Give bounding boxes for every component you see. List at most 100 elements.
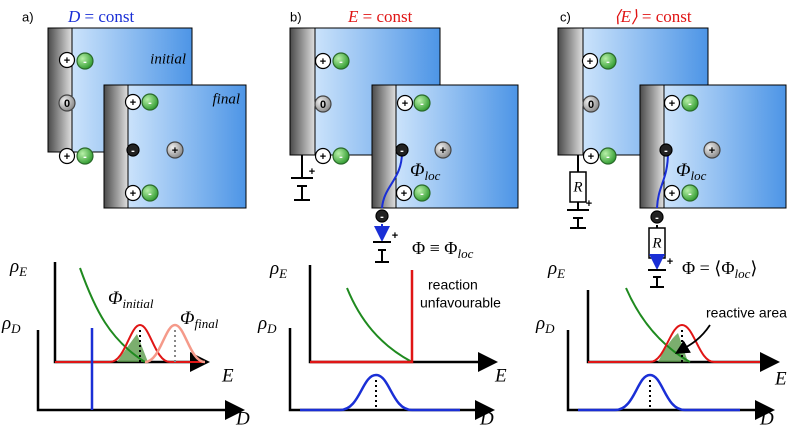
axis-label: D xyxy=(759,408,774,429)
overlap xyxy=(117,334,148,362)
axis-label: ρD xyxy=(535,313,555,336)
battery xyxy=(648,270,666,287)
charge: - xyxy=(376,210,388,223)
charge: + xyxy=(167,142,183,158)
charge: - xyxy=(333,148,349,164)
charge-sign: + xyxy=(130,188,136,200)
charge: - xyxy=(142,185,158,201)
curve xyxy=(347,288,412,362)
rho: ρ xyxy=(535,313,545,334)
charge-sign: + xyxy=(64,151,70,163)
title-rest: = const xyxy=(638,7,692,26)
curve xyxy=(578,375,740,410)
axis-label: ρE xyxy=(547,258,565,281)
rho: ρ xyxy=(269,258,279,279)
electrode xyxy=(558,28,583,155)
rho-sub: E xyxy=(278,266,287,281)
charge: - xyxy=(77,148,93,164)
panel-label: c) xyxy=(560,9,571,24)
charge-sign: - xyxy=(664,145,668,157)
battery-sign: + xyxy=(586,198,592,210)
charge: 0 xyxy=(315,96,331,112)
panel-label: b) xyxy=(290,9,302,24)
phi-sub: final xyxy=(194,316,218,331)
title-rest: = const xyxy=(80,7,134,26)
resistor-label: R xyxy=(572,179,582,195)
rho-sub: D xyxy=(544,321,555,336)
charge-sign: + xyxy=(320,151,326,163)
curve-label: Φfinal xyxy=(180,308,219,331)
charge-sign: + xyxy=(172,145,178,157)
charge: - xyxy=(600,53,616,69)
charge: - xyxy=(682,95,698,111)
charge: + xyxy=(435,142,451,158)
charge: + xyxy=(665,186,680,201)
charge: - xyxy=(414,185,430,201)
axis-label: D xyxy=(479,408,494,429)
rho-sub: D xyxy=(10,321,21,336)
rho: ρ xyxy=(547,258,557,279)
battery-sign: + xyxy=(392,230,398,242)
phi: Φ xyxy=(676,160,690,181)
charge: + xyxy=(397,186,412,201)
panel-title: ⟨E⟩ = const xyxy=(614,7,692,26)
charge-sign: - xyxy=(688,98,692,110)
charge: - xyxy=(651,211,663,224)
charge: - xyxy=(682,185,698,201)
panel-a: a) D = const initial final ρE ρD E D Φin… xyxy=(1,7,250,429)
axis-label: ρD xyxy=(1,313,21,336)
charge-sign: + xyxy=(669,98,675,110)
charge: + xyxy=(584,149,599,164)
title-symbol: E xyxy=(347,7,359,26)
charge: - xyxy=(142,94,158,110)
charge-sign: - xyxy=(606,56,610,68)
charge: - xyxy=(660,144,672,157)
phi-sub: loc xyxy=(424,168,440,183)
charge-sign: + xyxy=(669,188,675,200)
charge: + xyxy=(665,96,680,111)
panel-title: D = const xyxy=(67,7,135,26)
charge-sign: - xyxy=(688,188,692,200)
charge-sign: - xyxy=(131,145,135,157)
charge: 0 xyxy=(59,95,75,111)
charge: - xyxy=(77,53,93,69)
charge-sign: - xyxy=(339,56,343,68)
panel-label: a) xyxy=(22,9,34,24)
phi-sub: loc xyxy=(690,168,706,183)
axis-label: ρD xyxy=(257,313,277,336)
charge: + xyxy=(316,149,331,164)
panel-title: E = const xyxy=(347,7,413,26)
charge-sign: - xyxy=(420,98,424,110)
rho: ρ xyxy=(9,256,19,277)
charge-sign: + xyxy=(440,145,446,157)
phi: Φ xyxy=(180,308,194,329)
phi-sub: initial xyxy=(122,296,153,311)
electrode xyxy=(104,85,128,208)
charge-sign: 0 xyxy=(64,98,70,110)
charge-sign: + xyxy=(709,145,715,157)
electrode xyxy=(372,85,396,208)
charge: + xyxy=(398,96,413,111)
figure: a) D = const initial final ρE ρD E D Φin… xyxy=(0,0,796,429)
title-symbol: ⟨E⟩ xyxy=(614,7,638,26)
charge: + xyxy=(126,95,141,110)
title-rest: = const xyxy=(358,7,412,26)
rho-sub: E xyxy=(556,266,565,281)
equation: Φ ≡ Φloc xyxy=(412,238,474,261)
axis-label: E xyxy=(774,368,787,389)
charge-sign: + xyxy=(587,56,593,68)
rho: ρ xyxy=(257,313,267,334)
axis-label: ρE xyxy=(9,256,27,279)
charge-sign: - xyxy=(655,212,659,224)
charge-sign: - xyxy=(606,151,610,163)
charge-sign: - xyxy=(339,151,343,163)
charge-sign: + xyxy=(64,55,70,67)
annotation: unfavourable xyxy=(420,295,501,311)
rho: ρ xyxy=(1,313,11,334)
charge-sign: 0 xyxy=(320,99,326,111)
equation-sub: loc xyxy=(457,246,473,261)
charge-sign: + xyxy=(401,188,407,200)
curve xyxy=(300,375,460,410)
axis-label: D xyxy=(235,408,250,429)
axis-label: E xyxy=(494,365,507,386)
